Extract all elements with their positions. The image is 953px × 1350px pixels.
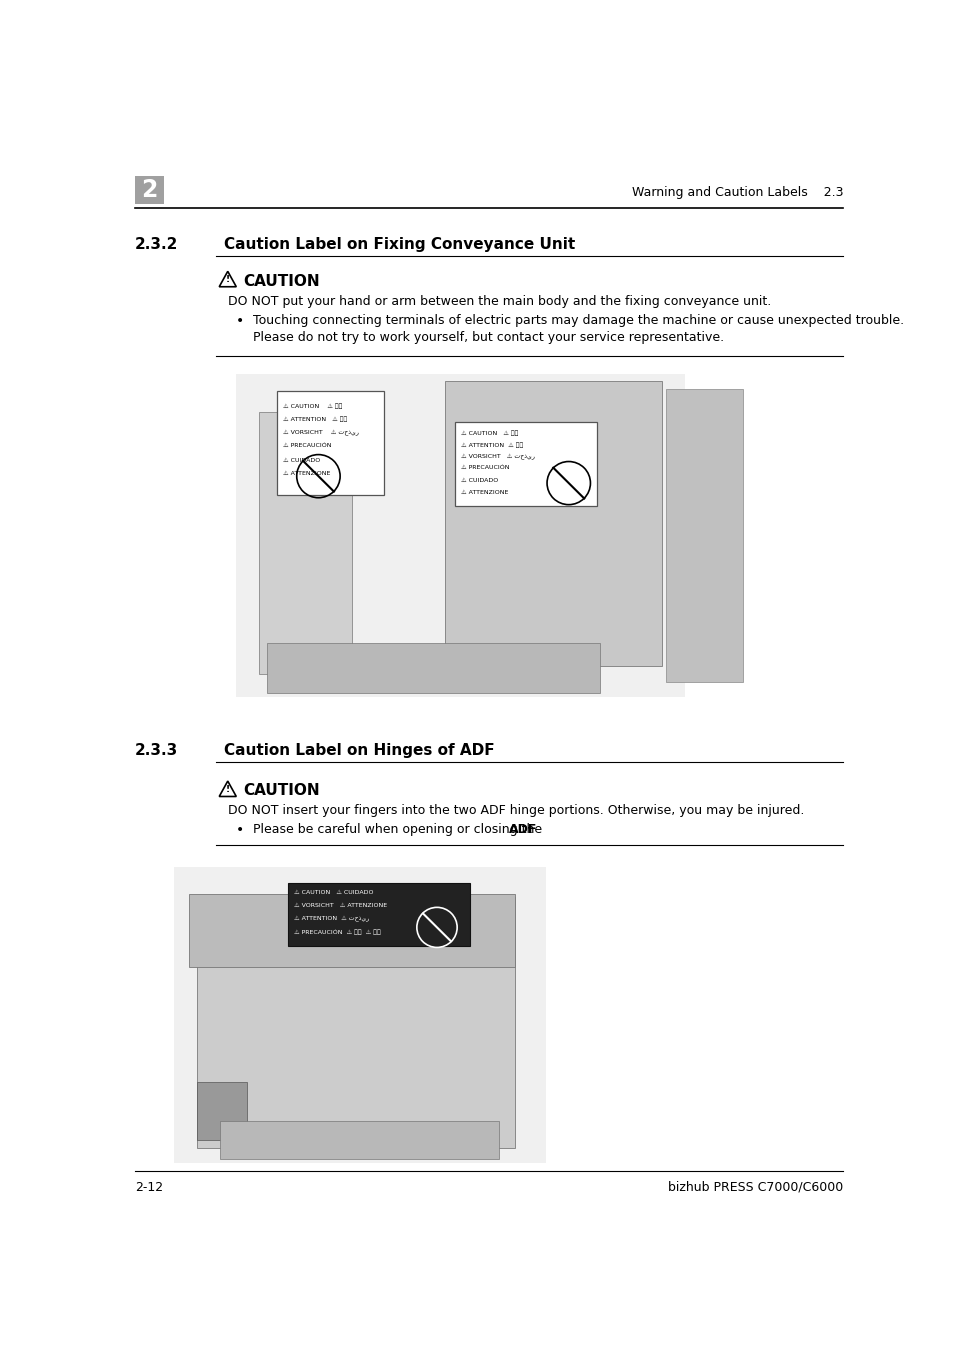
Text: Caution Label on Fixing Conveyance Unit: Caution Label on Fixing Conveyance Unit bbox=[224, 238, 575, 252]
FancyBboxPatch shape bbox=[455, 423, 597, 506]
Text: ⚠ ATTENZIONE: ⚠ ATTENZIONE bbox=[460, 490, 508, 495]
Text: .: . bbox=[528, 824, 532, 837]
Text: ⚠ CAUTION   ⚠ 注意: ⚠ CAUTION ⚠ 注意 bbox=[460, 431, 517, 436]
Text: Warning and Caution Labels    2.3: Warning and Caution Labels 2.3 bbox=[631, 186, 842, 200]
Text: !: ! bbox=[226, 786, 230, 794]
FancyBboxPatch shape bbox=[266, 643, 599, 694]
FancyBboxPatch shape bbox=[196, 1083, 247, 1139]
Text: ⚠ VORSICHT    ⚠ تحذير: ⚠ VORSICHT ⚠ تحذير bbox=[282, 431, 358, 436]
FancyBboxPatch shape bbox=[134, 176, 164, 204]
Text: CAUTION: CAUTION bbox=[243, 274, 319, 289]
Text: CAUTION: CAUTION bbox=[243, 783, 319, 798]
Text: 2.3.3: 2.3.3 bbox=[134, 744, 178, 759]
Text: ⚠ ATTENZIONE: ⚠ ATTENZIONE bbox=[282, 471, 330, 477]
Text: ⚠ PRECAUCIÓN: ⚠ PRECAUCIÓN bbox=[282, 444, 331, 450]
FancyBboxPatch shape bbox=[196, 898, 514, 1148]
FancyBboxPatch shape bbox=[235, 374, 684, 697]
FancyBboxPatch shape bbox=[665, 389, 742, 682]
Text: ⚠ CUIDADO: ⚠ CUIDADO bbox=[282, 458, 319, 463]
Text: ⚠ VORSICHT   ⚠ ATTENZIONE: ⚠ VORSICHT ⚠ ATTENZIONE bbox=[294, 903, 387, 909]
Text: bizhub PRESS C7000/C6000: bizhub PRESS C7000/C6000 bbox=[667, 1181, 842, 1193]
Text: 2: 2 bbox=[141, 178, 157, 201]
Text: ⚠ CAUTION   ⚠ CUIDADO: ⚠ CAUTION ⚠ CUIDADO bbox=[294, 890, 374, 895]
Text: Touching connecting terminals of electric parts may damage the machine or cause : Touching connecting terminals of electri… bbox=[253, 315, 903, 328]
Text: •: • bbox=[235, 315, 244, 328]
FancyBboxPatch shape bbox=[258, 412, 352, 674]
Text: ⚠ CAUTION    ⚠ 注意: ⚠ CAUTION ⚠ 注意 bbox=[282, 404, 342, 409]
Text: ⚠ ATTENTION   ⚠ 주의: ⚠ ATTENTION ⚠ 주의 bbox=[282, 417, 347, 423]
Text: ⚠ PRECAUCIÓN: ⚠ PRECAUCIÓN bbox=[460, 466, 509, 471]
FancyBboxPatch shape bbox=[189, 894, 514, 967]
Text: Caution Label on Hinges of ADF: Caution Label on Hinges of ADF bbox=[224, 744, 494, 759]
Text: ⚠ ATTENTION  ⚠ 주의: ⚠ ATTENTION ⚠ 주의 bbox=[460, 443, 523, 448]
FancyBboxPatch shape bbox=[173, 867, 545, 1162]
FancyBboxPatch shape bbox=[288, 883, 469, 946]
Text: ⚠ ATTENTION  ⚠ تحذير: ⚠ ATTENTION ⚠ تحذير bbox=[294, 915, 369, 922]
Text: ADF: ADF bbox=[509, 824, 537, 837]
Text: DO NOT insert your fingers into the two ADF hinge portions. Otherwise, you may b: DO NOT insert your fingers into the two … bbox=[228, 805, 803, 817]
Text: 2.3.2: 2.3.2 bbox=[134, 238, 178, 252]
Text: Please do not try to work yourself, but contact your service representative.: Please do not try to work yourself, but … bbox=[253, 331, 723, 344]
Text: DO NOT put your hand or arm between the main body and the fixing conveyance unit: DO NOT put your hand or arm between the … bbox=[228, 296, 770, 308]
Text: ⚠ CUIDADO: ⚠ CUIDADO bbox=[460, 478, 497, 483]
FancyBboxPatch shape bbox=[444, 382, 661, 667]
Text: 2-12: 2-12 bbox=[134, 1181, 163, 1193]
Text: !: ! bbox=[226, 275, 230, 285]
Text: ⚠ VORSICHT   ⚠ تحذير: ⚠ VORSICHT ⚠ تحذير bbox=[460, 454, 535, 460]
Text: ⚠ PRECAUCIÓN  ⚠ 注意  ⚠ 주의: ⚠ PRECAUCIÓN ⚠ 注意 ⚠ 주의 bbox=[294, 929, 381, 936]
Text: Please be careful when opening or closing the: Please be careful when opening or closin… bbox=[253, 824, 546, 837]
FancyBboxPatch shape bbox=[276, 392, 384, 494]
FancyBboxPatch shape bbox=[220, 1120, 498, 1160]
Text: •: • bbox=[235, 824, 244, 837]
